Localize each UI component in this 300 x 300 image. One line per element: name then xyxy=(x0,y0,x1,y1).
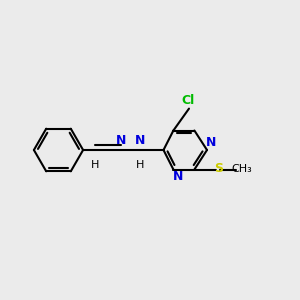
Text: N: N xyxy=(116,134,126,148)
Text: N: N xyxy=(173,170,183,184)
Text: N: N xyxy=(135,134,146,148)
Text: Cl: Cl xyxy=(181,94,194,107)
Text: H: H xyxy=(91,160,100,170)
Text: N: N xyxy=(206,136,217,149)
Text: CH₃: CH₃ xyxy=(232,164,253,174)
Text: S: S xyxy=(214,162,224,176)
Text: H: H xyxy=(136,160,145,170)
